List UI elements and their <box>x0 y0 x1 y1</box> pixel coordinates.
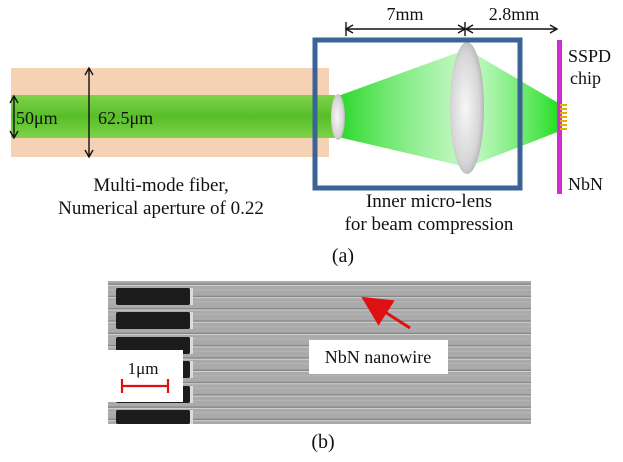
focusing-lens <box>450 42 484 174</box>
chip-spacing-label: 2.8mm <box>489 4 540 24</box>
chip-label-line1: SSPD <box>568 46 611 66</box>
nanowire-label: NbN nanowire <box>325 347 431 367</box>
outer-diameter-label: 62.5μm <box>98 108 153 128</box>
fiber-core <box>11 95 335 138</box>
inner-diameter-arrow <box>9 94 19 140</box>
beam-converging <box>470 51 560 166</box>
scale-bar <box>120 379 170 393</box>
scale-bar-label: 1μm <box>128 359 159 378</box>
input-lens <box>331 94 345 140</box>
lens-spacing-arrow <box>344 22 467 36</box>
lens-caption-line2: for beam compression <box>345 214 514 235</box>
inner-diameter-label: 50μm <box>16 108 58 128</box>
detector-meander <box>560 104 567 130</box>
sspd-chip <box>557 40 562 194</box>
scale-bar-box <box>108 350 183 402</box>
panel-b-label: (b) <box>311 431 334 453</box>
material-label: NbN <box>568 174 603 194</box>
lens-housing <box>312 37 523 191</box>
panel-a: 50μm 62.5μm Multi-mode fiber, Numerical … <box>9 4 611 267</box>
nanowire-arrow <box>361 296 411 330</box>
chip-label-line2: chip <box>570 68 601 88</box>
lens-caption-line1: Inner micro-lens <box>366 191 492 212</box>
lens-spacing-label: 7mm <box>386 4 423 24</box>
beam-diverging <box>338 51 462 166</box>
panel-b: 1μm NbN nanowire (b) <box>108 281 531 453</box>
panel-a-label: (a) <box>332 245 354 267</box>
nanowire-label-box <box>309 340 448 374</box>
fiber-caption-line2: Numerical aperture of 0.22 <box>58 198 264 219</box>
chip-spacing-arrow <box>464 24 559 34</box>
outer-diameter-arrow <box>84 66 94 159</box>
fiber-caption-line1: Multi-mode fiber, <box>93 175 228 196</box>
